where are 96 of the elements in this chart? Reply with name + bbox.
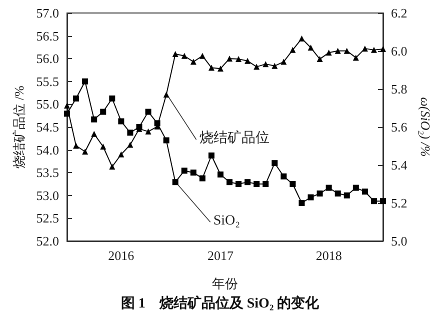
point (236, 56, 242, 62)
x-tick-label: 2016 (108, 248, 135, 263)
point (226, 56, 233, 62)
point (370, 46, 377, 53)
y-tick-label: 54.0 (36, 142, 59, 158)
point (308, 194, 314, 200)
point (172, 179, 178, 186)
point (254, 64, 260, 70)
point (334, 190, 341, 196)
point (181, 52, 188, 59)
point (316, 56, 323, 62)
y2-tick-label: 5.8 (391, 82, 408, 96)
point (127, 142, 134, 148)
y2-tick-label: 6.2 (391, 6, 408, 20)
y2-tick-label: 6.0 (391, 44, 408, 58)
point (91, 116, 98, 122)
point (262, 181, 269, 187)
point (316, 190, 323, 196)
point (352, 54, 359, 61)
point (370, 198, 377, 204)
point (244, 179, 251, 186)
point (91, 130, 98, 137)
point (163, 137, 170, 144)
y-tick-label: 53.5 (36, 165, 59, 180)
y-tick-label: 55.5 (36, 74, 59, 89)
y-tick-label: 54.5 (36, 120, 59, 134)
y-tick-label: 52.5 (36, 210, 59, 226)
point (208, 64, 214, 71)
point (82, 148, 88, 155)
point (344, 48, 350, 54)
point (127, 130, 134, 136)
point (272, 160, 278, 166)
point (298, 36, 305, 42)
point (190, 170, 196, 176)
point (172, 51, 178, 58)
point (326, 184, 332, 191)
point (326, 50, 332, 56)
point (118, 118, 124, 124)
x-tick-label: 2017 (207, 248, 234, 263)
point (217, 66, 224, 72)
point (82, 78, 88, 84)
point (199, 175, 206, 182)
point (262, 61, 269, 68)
point (163, 92, 170, 98)
point (199, 52, 206, 59)
y-tick-label: 56.5 (36, 28, 59, 44)
point (109, 164, 116, 170)
point (217, 172, 224, 178)
y2-tick-label: 5.2 (391, 196, 408, 210)
point (254, 181, 260, 187)
point (118, 151, 124, 158)
y2-tick-label: 5.6 (391, 120, 408, 134)
point (352, 184, 359, 191)
text: 图 1 烧结矿品位及 SiO₂ 的变化 (120, 294, 320, 312)
y2-tick-label: 5.4 (391, 158, 408, 172)
point (109, 96, 116, 102)
point (181, 168, 188, 174)
series-label: SiO₂ (213, 214, 240, 229)
point (280, 58, 287, 65)
y-tick-label: 55.0 (36, 96, 59, 112)
point (64, 102, 70, 109)
point (208, 152, 214, 158)
point (190, 58, 196, 65)
point (145, 108, 152, 115)
point (154, 120, 160, 126)
point (226, 179, 233, 186)
point (280, 173, 287, 180)
point (64, 110, 70, 117)
point (73, 96, 80, 102)
point (236, 181, 242, 187)
y2-axis-title: ω(SiO₂) /% (418, 97, 433, 157)
point (298, 200, 305, 206)
point (344, 192, 350, 198)
point (100, 108, 106, 115)
y-tick-label: 57.0 (36, 6, 59, 20)
point (290, 46, 296, 53)
x-tick-label: 2018 (316, 248, 342, 263)
point (362, 188, 368, 195)
y-tick-label: 56.0 (36, 51, 59, 66)
point (100, 144, 106, 150)
point (290, 181, 296, 187)
point (145, 128, 152, 135)
text: 烧结矿品位 (199, 130, 270, 146)
point (73, 142, 80, 149)
y-tick-label: 53.0 (36, 188, 59, 203)
point (244, 58, 251, 64)
point (362, 46, 368, 52)
x-axis-title: 年份 (212, 276, 238, 291)
y-axis-title: 烧结矿品位 /% (11, 85, 26, 168)
point (272, 62, 278, 69)
point (308, 44, 314, 51)
point (334, 48, 341, 54)
point (380, 198, 386, 204)
point (380, 46, 386, 52)
y-tick-label: 52.0 (36, 234, 59, 248)
y2-tick-label: 5.0 (391, 234, 408, 248)
